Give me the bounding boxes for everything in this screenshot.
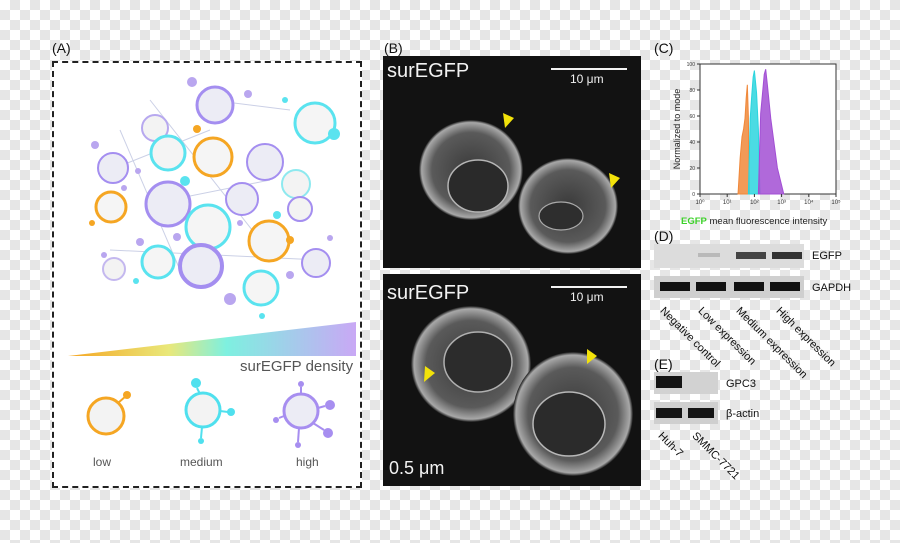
y-tick-label: 0 — [692, 192, 695, 198]
cell-density-illustration — [89, 77, 340, 319]
panel-b-label: (B) — [384, 40, 403, 56]
blot-d-gapdh — [654, 276, 804, 298]
arrowhead-marker — [587, 349, 597, 364]
micrograph-top: surEGFP 10 μm — [383, 56, 641, 268]
y-tick-label: 80 — [689, 88, 695, 94]
arrowhead-marker — [503, 113, 514, 128]
x-tick-label: 10⁰ — [695, 199, 705, 206]
blot-d-label-gapdh: GAPDH — [812, 282, 852, 294]
scale-bar-bottom-label: 10 μm — [570, 290, 604, 304]
micrograph-bottom-label: surEGFP — [387, 282, 470, 304]
legend-low-label: low — [93, 455, 112, 469]
legend-low-icon — [86, 391, 131, 436]
density-label: surEGFP density — [240, 358, 354, 375]
band — [696, 282, 726, 291]
blot-e-label-gpc3: GPC3 — [726, 378, 756, 390]
arrowhead-marker — [609, 173, 620, 188]
band — [770, 282, 800, 291]
band — [734, 282, 764, 291]
blot-d-label-egfp: EGFP — [812, 250, 842, 262]
band — [688, 408, 714, 418]
y-tick-label: 100 — [687, 62, 696, 68]
x-tick-label: 10² — [750, 200, 759, 206]
x-tick-label: 10⁵ — [831, 199, 841, 206]
blot-e-gpc3 — [654, 372, 718, 394]
band — [698, 253, 720, 257]
lane-label: Huh-7 — [655, 430, 686, 460]
band — [772, 252, 802, 259]
legend-high-label: high — [296, 455, 319, 469]
cell-image-top — [419, 113, 620, 254]
legend-high-icon — [273, 381, 335, 448]
scale-bar-top — [551, 68, 627, 70]
panel-d-label: (D) — [654, 228, 674, 244]
lane-label: Medium expression — [733, 305, 810, 381]
scale-bar-top-label: 10 μm — [570, 72, 604, 86]
legend-medium-icon — [184, 378, 235, 444]
band — [656, 376, 682, 388]
x-tick-label: 10⁴ — [804, 199, 814, 206]
density-gradient-bar — [68, 322, 356, 356]
histogram-series — [757, 69, 785, 195]
y-axis-label: Normalized to mode — [672, 89, 682, 170]
band — [660, 282, 690, 291]
micrograph-top-label: surEGFP — [387, 60, 470, 82]
arrowhead-marker — [424, 366, 435, 382]
y-tick-label: 40 — [689, 140, 695, 146]
band — [736, 252, 766, 259]
band — [656, 408, 682, 418]
x-axis-label: EGFP mean fluorescence intensity — [681, 216, 828, 227]
scale-bar-bottom — [551, 286, 627, 288]
panel-e-label: (E) — [654, 356, 673, 372]
x-tick-label: 10¹ — [723, 200, 732, 206]
histogram-chart: 0 20 40 60 80 100 10⁰ 10¹ 10² 10³ 10⁴ 10⁵ Normalized… — [672, 62, 841, 227]
panel-a-label: (A) — [52, 40, 71, 56]
y-tick-label: 20 — [689, 166, 695, 172]
blot-e-actin — [654, 402, 718, 424]
blot-d-egfp — [654, 244, 804, 268]
y-tick-label: 60 — [689, 114, 695, 120]
lane-label: SMMC-7721 — [689, 430, 742, 483]
panel-c-label: (C) — [654, 40, 674, 56]
legend-medium-label: medium — [180, 455, 223, 469]
blot-e-label-actin: β-actin — [726, 408, 760, 420]
cell-image-bottom — [411, 306, 633, 476]
micrograph-bottom: surEGFP 10 μm 0.5 μm — [383, 274, 641, 486]
micrograph-corner-label: 0.5 μm — [389, 458, 445, 478]
x-tick-label: 10³ — [777, 200, 786, 206]
